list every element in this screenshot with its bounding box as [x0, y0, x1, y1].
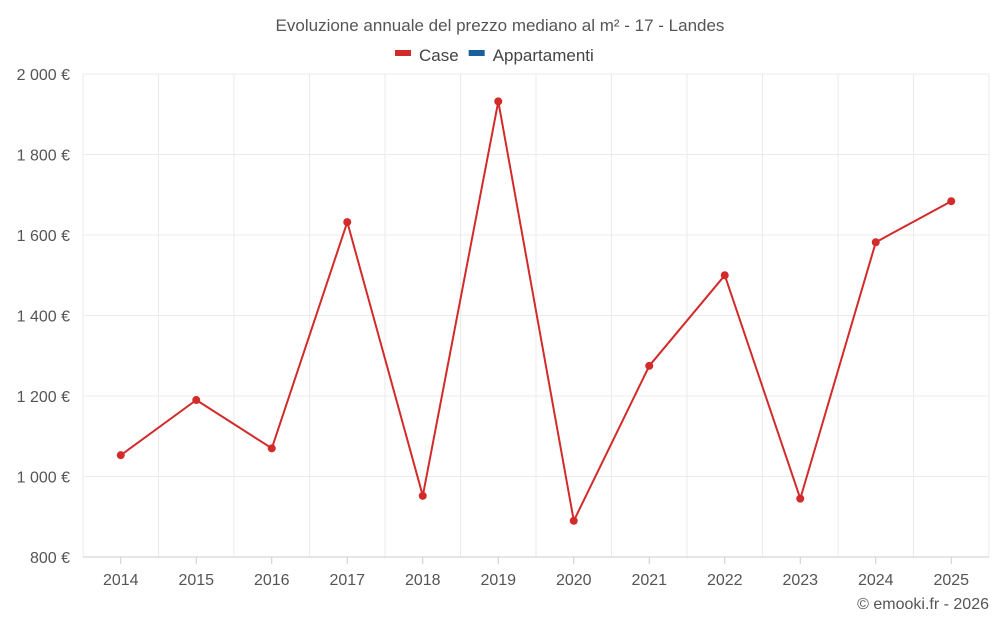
- y-tick-label: 1 800 €: [17, 148, 70, 165]
- y-tick-label: 2 000 €: [17, 67, 70, 84]
- x-tick-label: 2015: [178, 572, 214, 589]
- data-point: [418, 491, 427, 500]
- series-line-case: [120, 100, 952, 522]
- y-tick-label: 800 €: [30, 550, 70, 567]
- y-tick-label: 1 600 €: [17, 228, 70, 245]
- x-tick-label: 2025: [933, 572, 969, 589]
- credit-text: © emooki.fr - 2026: [857, 596, 989, 613]
- x-tick-label: 2021: [631, 572, 667, 589]
- legend-label: Case: [419, 46, 459, 65]
- y-tick-label: 1 400 €: [17, 309, 70, 326]
- x-tick-label: 2018: [405, 572, 441, 589]
- x-tick-label: 2014: [103, 572, 139, 589]
- x-tick-label: 2017: [329, 572, 365, 589]
- data-point: [192, 396, 201, 405]
- data-point: [871, 238, 880, 247]
- axes: 800 € 1 000 € 1 200 € 1 400 € 1 600 € 1 800 €…: [17, 67, 989, 589]
- y-tick-label: 1 200 €: [17, 389, 70, 406]
- chart-title: Evoluzione annuale del prezzo mediano al…: [276, 16, 725, 35]
- data-point: [343, 218, 352, 227]
- y-tick-label: 1 000 €: [17, 470, 70, 487]
- data-point: [569, 516, 578, 525]
- x-tick-label: 2022: [707, 572, 743, 589]
- x-tick-label: 2019: [480, 572, 516, 589]
- x-tick-label: 2024: [858, 572, 894, 589]
- x-tick-label: 2020: [556, 572, 592, 589]
- legend-label: Appartamenti: [493, 46, 594, 65]
- x-tick-label: 2023: [782, 572, 818, 589]
- data-point: [494, 97, 503, 106]
- legend-swatch: [468, 50, 485, 56]
- legend-swatch: [395, 50, 411, 56]
- data-point: [267, 444, 276, 453]
- series-layer: [116, 97, 956, 525]
- data-point: [116, 451, 125, 460]
- x-tick-label: 2016: [254, 572, 290, 589]
- data-point: [720, 271, 729, 280]
- data-point: [796, 494, 805, 503]
- data-point: [947, 197, 956, 206]
- data-point: [645, 361, 654, 370]
- legend: Case Appartamenti: [395, 46, 594, 65]
